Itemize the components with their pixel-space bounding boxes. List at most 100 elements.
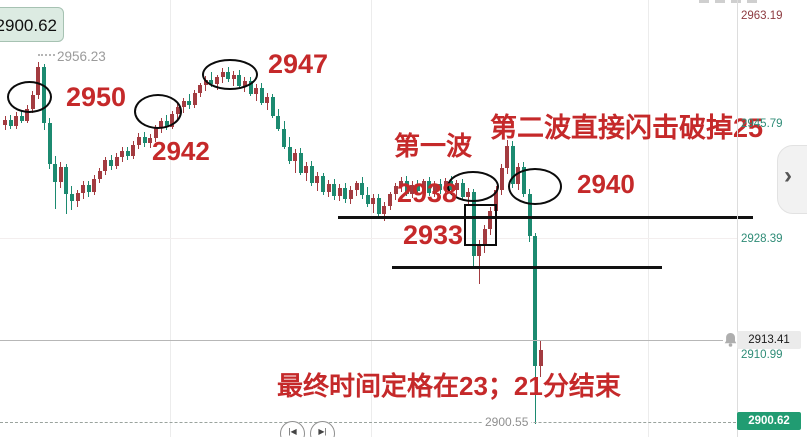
- last-price-dashed-line: [0, 422, 736, 423]
- candle-body: [427, 181, 432, 193]
- candle-body: [58, 166, 63, 182]
- price-axis-label: 2928.39: [741, 233, 783, 245]
- candle-wick: [478, 239, 480, 285]
- session-low-label: 2900.55: [482, 415, 532, 429]
- toolbar-icon: [731, 0, 741, 3]
- candle-body: [86, 185, 91, 193]
- candle-body: [432, 183, 437, 193]
- candle-body: [19, 115, 24, 121]
- drawn-ellipse[interactable]: [508, 168, 562, 205]
- candle-body: [298, 152, 303, 173]
- candle-body: [477, 244, 482, 256]
- candle-body: [510, 146, 515, 185]
- candle-body: [148, 138, 153, 143]
- drawn-trend-line[interactable]: [392, 266, 662, 269]
- candle-body: [3, 120, 7, 126]
- alert-bell-icon[interactable]: [722, 331, 739, 349]
- candle-body: [97, 171, 102, 180]
- candle-body: [482, 229, 487, 245]
- drawn-ellipse[interactable]: [7, 81, 52, 113]
- drawn-trend-line[interactable]: [338, 216, 753, 219]
- alert-price-line[interactable]: [0, 340, 723, 341]
- candle-wick: [54, 155, 56, 210]
- price-axis-separator: [737, 0, 738, 437]
- candle-body: [248, 81, 253, 94]
- candle-body: [304, 165, 309, 173]
- vertical-gridline: [648, 0, 649, 437]
- vertical-gridline: [170, 0, 171, 437]
- drawn-text-annotation[interactable]: 2947: [268, 49, 329, 79]
- candle-body: [8, 120, 13, 127]
- high-marker-dots: [38, 54, 55, 57]
- candle-body: [153, 127, 158, 139]
- candle-body: [415, 185, 420, 191]
- drawn-ellipse[interactable]: [134, 94, 182, 129]
- drawn-text-annotation[interactable]: 第一波: [394, 131, 473, 161]
- drawn-text-annotation[interactable]: 2933: [403, 220, 464, 250]
- side-panel-handle[interactable]: ›: [777, 145, 807, 214]
- candle-body: [326, 183, 331, 193]
- candle-body: [499, 168, 504, 191]
- candle-body: [192, 92, 197, 106]
- candle-body: [181, 101, 186, 108]
- candle-body: [365, 194, 370, 204]
- candle-body: [276, 115, 281, 129]
- candle-body: [443, 180, 448, 190]
- drawn-text-annotation[interactable]: 2938: [397, 178, 458, 208]
- vertical-gridline: [371, 0, 372, 437]
- drawn-ellipse[interactable]: [202, 59, 258, 90]
- candle-body: [120, 151, 125, 157]
- candle-body: [36, 66, 41, 95]
- candle-body: [259, 87, 264, 103]
- go-to-end-button[interactable]: ▶|: [310, 421, 335, 437]
- drawn-text-annotation[interactable]: 2950: [66, 82, 127, 112]
- candle-body: [114, 156, 119, 167]
- candle-body: [103, 160, 108, 172]
- session-high-label: 2956.23: [57, 49, 106, 64]
- candle-body: [131, 144, 136, 156]
- candle-body: [421, 181, 426, 191]
- candle-body: [75, 192, 80, 202]
- last-price-badge: 2900.62: [737, 412, 801, 430]
- drawn-text-annotation[interactable]: 2940: [577, 169, 635, 199]
- candle-body: [282, 128, 286, 147]
- candle-body: [337, 187, 342, 197]
- candle-body: [254, 87, 259, 94]
- candle-body: [388, 194, 393, 206]
- drawn-text-annotation[interactable]: 最终时间定格在23；21分结束: [277, 371, 621, 401]
- candle-body: [125, 151, 130, 156]
- candle-body: [187, 101, 192, 106]
- candle-body: [533, 236, 538, 366]
- go-to-start-button[interactable]: |◀: [280, 421, 305, 437]
- candle-body: [438, 183, 443, 190]
- candle-body: [25, 109, 30, 121]
- candle-body: [376, 198, 381, 215]
- toolbar-icon: [715, 0, 725, 3]
- horizontal-gridline: [0, 238, 737, 239]
- candle-body: [136, 137, 141, 145]
- price-alert-box[interactable]: 2900.62: [0, 7, 64, 42]
- drawn-rectangle[interactable]: [464, 204, 497, 246]
- candle-body: [494, 190, 499, 212]
- candle-body: [505, 146, 510, 169]
- drawn-ellipse[interactable]: [447, 171, 499, 202]
- candle-body: [399, 181, 404, 187]
- candle-body: [404, 181, 409, 194]
- price-axis-label: 2945.79: [741, 118, 783, 130]
- chevron-right-icon[interactable]: ›: [784, 162, 792, 189]
- price-axis-label: 2910.99: [741, 349, 783, 361]
- drawn-text-annotation[interactable]: 第二波直接闪击破掉25: [490, 113, 764, 143]
- alert-price-badge[interactable]: 2913.41: [737, 331, 801, 349]
- drawn-text-annotation[interactable]: 2942: [152, 136, 210, 166]
- candle-body: [348, 190, 353, 199]
- candle-body: [109, 160, 114, 167]
- candle-body: [343, 187, 348, 199]
- candle-body: [287, 146, 292, 162]
- candle-body: [142, 137, 147, 143]
- candle-body: [270, 96, 275, 116]
- candle-body: [527, 193, 532, 237]
- price-axis-label: 2963.19: [741, 10, 783, 22]
- candle-body: [47, 123, 52, 164]
- candle-body: [293, 152, 298, 162]
